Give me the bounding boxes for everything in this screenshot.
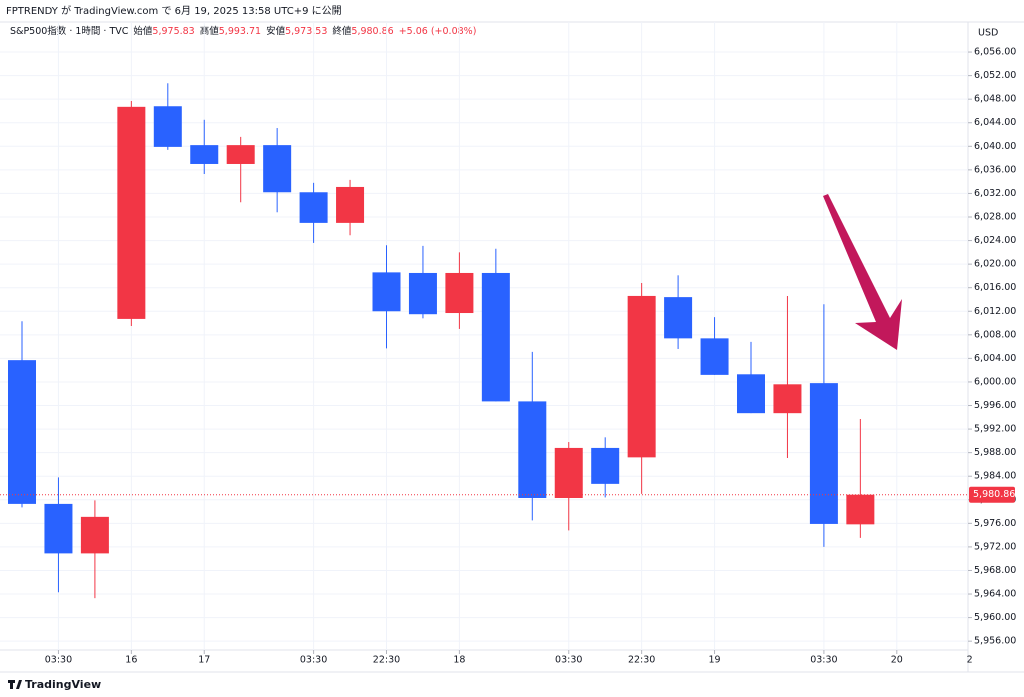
x-tick-label: 17: [198, 655, 210, 666]
candle-body: [372, 272, 401, 312]
candle-body: [445, 272, 474, 314]
legend-close: 5,980.86: [351, 26, 393, 37]
x-tick-label: 19: [709, 655, 721, 666]
candle-body: [591, 447, 620, 484]
legend: S&P500指数 · 1時間 · TVC 始値5,975.83 高値5,993.71…: [10, 25, 476, 37]
x-tick-label: 20: [891, 655, 903, 666]
y-tick-label: 6,028.00: [974, 211, 1016, 222]
y-tick-label: 6,024.00: [974, 235, 1016, 246]
y-tick-label: 6,056.00: [974, 47, 1016, 58]
candle-body: [809, 383, 838, 524]
candle-body: [408, 272, 437, 315]
y-tick-label: 6,020.00: [974, 259, 1016, 270]
candle-body: [153, 106, 182, 147]
candle-body: [773, 384, 802, 414]
y-tick-label: 6,004.00: [974, 353, 1016, 364]
footer-brand: TradingView: [25, 678, 101, 691]
y-tick-label: 6,044.00: [974, 117, 1016, 128]
footer-logo: [8, 680, 22, 689]
x-tick-label: 18: [453, 655, 465, 666]
x-tick-label: 22:30: [373, 655, 400, 666]
symbol-legend: S&P500指数 · 1時間 · TVC 始値5,975.83 高値5,993.71…: [10, 25, 476, 37]
published-title: FPTRENDY が TradingView.com で 6月 19, 2025…: [6, 4, 342, 17]
candle-body: [263, 145, 292, 193]
y-tick-label: 6,000.00: [974, 376, 1016, 387]
x-tick-label: 03:30: [555, 655, 582, 666]
arrow-annotation: [823, 194, 902, 350]
currency: USD: [978, 28, 998, 39]
y-tick-label: 6,008.00: [974, 329, 1016, 340]
y-tick-label: 5,968.00: [974, 565, 1016, 576]
y-tick-label: 6,048.00: [974, 94, 1016, 105]
y-tick-label: 5,956.00: [974, 636, 1016, 647]
candle-body: [190, 145, 219, 164]
y-tick-label: 5,988.00: [974, 447, 1016, 458]
legend-high: 5,993.71: [219, 26, 261, 37]
legend-low-label: 安値: [266, 25, 286, 37]
candle-body: [80, 516, 109, 554]
candle-body: [737, 374, 765, 414]
y-tick-label: 5,964.00: [974, 589, 1016, 600]
candle-body: [664, 297, 693, 339]
x-tick-label: 03:30: [810, 655, 837, 666]
x-tick-label: 22:30: [628, 655, 655, 666]
legend-open-label: 始値: [133, 25, 153, 37]
legend-symbol: S&P500指数 · 1時間 · TVC: [10, 25, 129, 37]
candle-body: [226, 145, 255, 164]
currency-box: [969, 23, 1023, 43]
candle-body: [44, 503, 73, 554]
legend-high-label: 高値: [200, 25, 220, 37]
y-tick-label: 5,960.00: [974, 612, 1016, 623]
y-tick-label: 5,972.00: [974, 541, 1016, 552]
legend-low: 5,973.53: [285, 26, 327, 37]
candle-body: [518, 401, 547, 499]
y-tick-label: 5,976.00: [974, 518, 1016, 529]
candle-body: [299, 192, 328, 223]
y-tick-label: 6,036.00: [974, 164, 1016, 175]
legend-change: +5.06 (+0.08%): [399, 26, 477, 37]
plot: 5,956.00 5,960.00 5,964.00 5,968.00 5,972.00…: [0, 22, 1016, 666]
candle-body: [554, 447, 583, 499]
y-tick-label: 5,984.00: [974, 471, 1016, 482]
x-tick-label: 16: [125, 655, 137, 666]
candle-body: [700, 338, 729, 375]
candle-body: [627, 295, 656, 458]
y-tick-label: 6,012.00: [974, 306, 1016, 317]
legend-close-label: 終値: [332, 25, 352, 37]
candle-body: [336, 186, 365, 223]
y-tick-label: 5,996.00: [974, 400, 1016, 411]
candle-body: [8, 360, 36, 504]
last-price-box: [969, 486, 1015, 503]
legend-open: 5,975.83: [152, 26, 194, 37]
candle-body: [481, 272, 510, 402]
x-tick-label: 03:30: [300, 655, 327, 666]
y-tick-label: 6,040.00: [974, 141, 1016, 152]
x-tick-label: 2: [967, 655, 973, 666]
candle-body: [846, 494, 875, 525]
candle-body: [117, 106, 146, 319]
last-price-label: 5,980.86: [973, 489, 1015, 500]
x-tick-label: 03:30: [45, 655, 72, 666]
y-tick-label: 6,016.00: [974, 282, 1016, 293]
y-tick-label: 5,992.00: [974, 424, 1016, 435]
y-tick-label: 6,052.00: [974, 70, 1016, 81]
y-tick-label: 6,032.00: [974, 188, 1016, 199]
